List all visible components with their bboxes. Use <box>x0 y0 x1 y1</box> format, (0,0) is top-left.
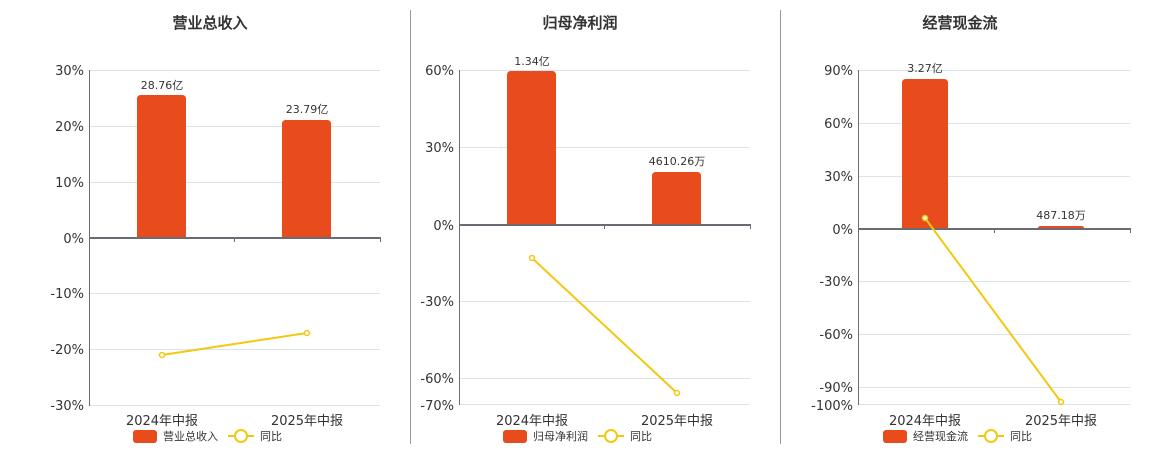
y-tick: 30% <box>824 170 853 185</box>
y-tick: 0% <box>63 232 84 247</box>
legend-bar-swatch[interactable] <box>883 429 907 443</box>
x-label: 2024年中报 <box>889 414 961 429</box>
legend-line-icon[interactable] <box>228 429 254 443</box>
legend-bar-swatch[interactable] <box>503 429 527 443</box>
x-label: 2025年中报 <box>1025 414 1097 429</box>
legend-line-icon[interactable] <box>598 429 624 443</box>
bar-2025[interactable] <box>282 120 331 238</box>
chart-plot: 30% 20% 10% 0% -10% -20% -30% 28.76亿 23.… <box>50 64 381 429</box>
bar-label: 23.79亿 <box>286 103 329 116</box>
panel-divider <box>780 10 781 444</box>
yoy-point[interactable] <box>673 389 681 397</box>
x-label: 2025年中报 <box>641 414 713 429</box>
y-tick: -60% <box>420 372 454 387</box>
yoy-point[interactable] <box>303 329 311 337</box>
bar-label: 487.18万 <box>1036 209 1086 222</box>
bar-2024[interactable] <box>902 79 948 229</box>
legend: 归母净利润 同比 <box>503 428 652 444</box>
yoy-point[interactable] <box>158 351 166 359</box>
bar-2024[interactable] <box>137 95 186 238</box>
chart-panel-revenue: 营业总收入 30% 20% 10% 0% -10% -20% -30% 28.7… <box>0 0 410 450</box>
y-tick: 30% <box>55 64 84 79</box>
y-tick: -70% <box>420 399 454 414</box>
yoy-line <box>924 217 1062 403</box>
x-label: 2024年中报 <box>126 414 198 429</box>
chart-title: 营业总收入 <box>172 14 248 32</box>
chart-panel-net-profit: 归母净利润 60% 30% 0% -30% -60% -70% 1.34亿 46… <box>420 14 751 444</box>
yoy-line <box>531 257 678 394</box>
y-tick: -30% <box>819 275 853 290</box>
bar-label: 28.76亿 <box>141 79 184 92</box>
y-tick: 10% <box>55 176 84 191</box>
yoy-line <box>161 332 308 356</box>
y-tick: -30% <box>50 399 84 414</box>
y-tick: 60% <box>425 64 454 79</box>
legend-bar-label[interactable]: 归母净利润 <box>533 430 588 443</box>
yoy-point[interactable] <box>921 214 929 222</box>
x-label: 2024年中报 <box>496 414 568 429</box>
y-tick: 30% <box>425 141 454 156</box>
bar-2024[interactable] <box>507 71 556 225</box>
chart-plot: 60% 30% 0% -30% -60% -70% 1.34亿 4610.26万… <box>420 55 751 429</box>
yoy-point[interactable] <box>528 254 536 262</box>
y-tick: -30% <box>420 295 454 310</box>
y-tick: 90% <box>824 64 853 79</box>
bar-label: 4610.26万 <box>649 155 706 168</box>
legend: 营业总收入 同比 <box>133 428 282 444</box>
y-tick: -90% <box>819 381 853 396</box>
y-tick: 0% <box>832 223 853 238</box>
bar-2025[interactable] <box>652 172 701 225</box>
y-tick: -20% <box>50 343 84 358</box>
chart-title: 经营现金流 <box>922 14 998 32</box>
y-tick: 60% <box>824 117 853 132</box>
bar-label: 3.27亿 <box>907 62 943 75</box>
chart-title: 归母净利润 <box>542 14 618 32</box>
bar-label: 1.34亿 <box>514 55 550 68</box>
y-tick: -60% <box>819 328 853 343</box>
y-tick: -100% <box>811 399 853 414</box>
panel-divider <box>410 10 411 444</box>
legend-line-icon[interactable] <box>978 429 1004 443</box>
legend-bar-swatch[interactable] <box>133 429 157 443</box>
y-tick: 20% <box>55 120 84 135</box>
legend-bar-label[interactable]: 经营现金流 <box>913 430 968 443</box>
legend-line-label[interactable]: 同比 <box>260 430 282 443</box>
legend-bar-label[interactable]: 营业总收入 <box>163 430 218 443</box>
x-label: 2025年中报 <box>271 414 343 429</box>
yoy-point[interactable] <box>1057 398 1065 406</box>
legend: 经营现金流 同比 <box>883 428 1032 444</box>
legend-line-label[interactable]: 同比 <box>1010 430 1032 443</box>
y-tick: -10% <box>50 287 84 302</box>
legend-line-label[interactable]: 同比 <box>630 430 652 443</box>
y-tick: 0% <box>433 219 454 234</box>
